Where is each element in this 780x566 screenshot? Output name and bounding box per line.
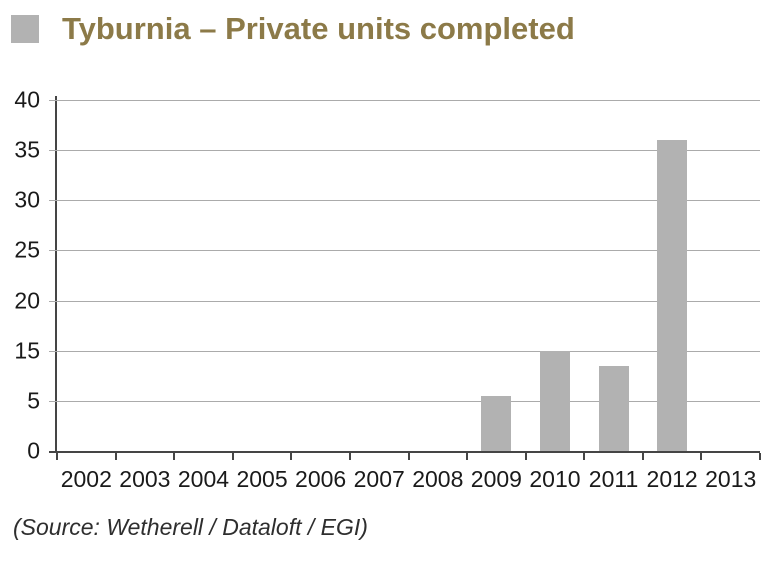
x-axis-category-label: 2012: [646, 466, 698, 492]
x-axis-category-label: 2002: [60, 466, 112, 492]
x-axis-category-label: 2007: [353, 466, 405, 492]
bar-2011: [598, 365, 629, 451]
chart-title: Tyburnia – Private units completed: [62, 11, 575, 46]
gridline: [49, 200, 760, 202]
bar-2012: [657, 140, 688, 451]
bar-2010: [539, 350, 570, 451]
y-axis-line: [55, 96, 57, 453]
x-axis-tick: [407, 453, 410, 460]
y-axis-tick-label: 5: [27, 387, 40, 414]
x-axis-tick: [231, 453, 234, 460]
gridline: [49, 250, 760, 252]
x-axis-category-label: 2003: [119, 466, 171, 492]
x-axis-category-label: 2010: [529, 466, 581, 492]
y-axis-tick-label: 0: [27, 437, 40, 464]
y-axis-tick-label: 35: [14, 136, 40, 163]
y-axis-tick-label: 25: [14, 236, 40, 263]
x-axis-tick: [524, 453, 527, 460]
x-axis-tick: [173, 453, 176, 460]
y-axis-tick-label: 30: [14, 186, 40, 213]
x-axis-category-label: 2011: [588, 466, 639, 492]
x-axis-tick: [56, 453, 58, 460]
x-axis-tick: [700, 453, 703, 460]
x-axis-category-label: 2006: [295, 466, 347, 492]
x-axis-category-label: 2005: [236, 466, 288, 492]
x-axis-category-label: 2009: [470, 466, 522, 492]
x-axis-tick: [348, 453, 351, 460]
x-axis-category-label: 2008: [412, 466, 464, 492]
bar-2009: [481, 395, 512, 451]
x-axis-line: [49, 451, 760, 453]
x-axis-tick: [759, 453, 761, 460]
y-axis-tick-label: 40: [14, 86, 40, 113]
x-axis-tick: [290, 453, 293, 460]
y-axis-tick-label: 20: [14, 287, 40, 314]
x-axis-tick: [466, 453, 469, 460]
x-axis-tick: [114, 453, 117, 460]
plot-area: 40 35 30 25 20 15 5 0 2002 2003 2004 2005 2006 2007 20…: [14, 88, 761, 491]
gridline: [49, 100, 760, 101]
x-axis-tick: [641, 453, 644, 460]
x-axis-category-label: 2013: [705, 466, 757, 492]
legend-square-icon: [11, 15, 39, 43]
source-note: (Source: Wetherell / Dataloft / EGI): [13, 514, 368, 540]
gridline: [49, 300, 760, 302]
gridline: [49, 150, 760, 152]
gridline: [49, 350, 760, 352]
x-axis-category-label: 2004: [177, 466, 230, 492]
gridline: [49, 400, 760, 402]
x-axis-tick: [583, 453, 586, 460]
y-axis-tick-label: 15: [14, 337, 40, 364]
